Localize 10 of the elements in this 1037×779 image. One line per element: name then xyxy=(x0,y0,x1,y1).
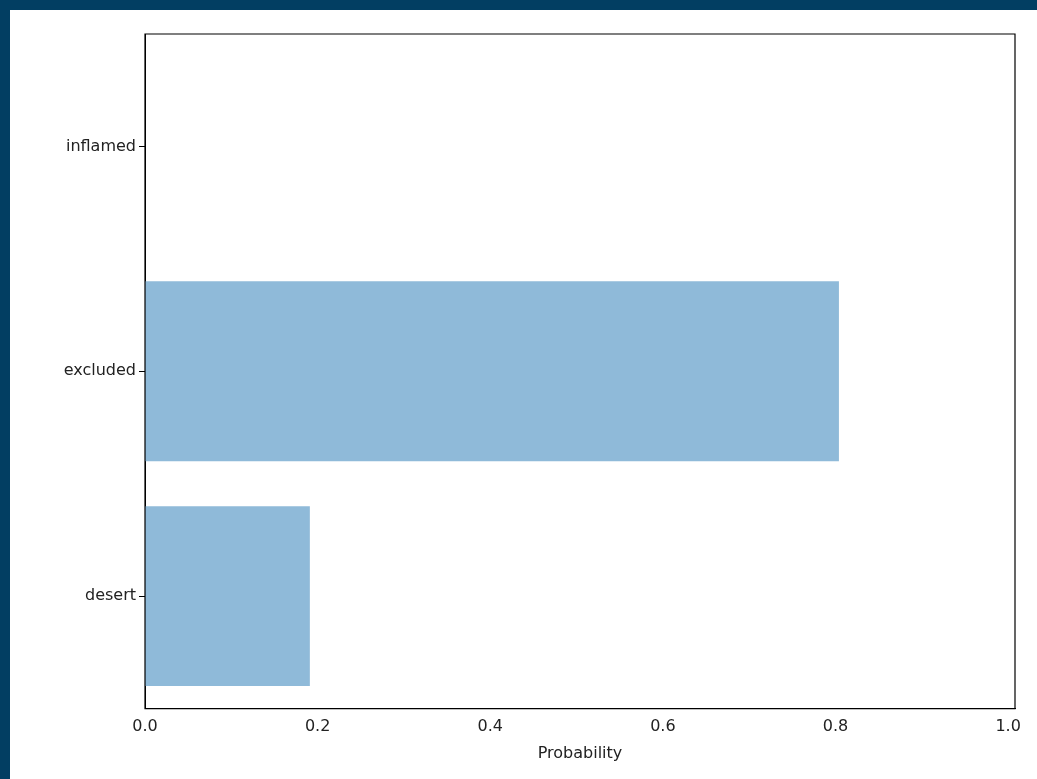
x-tick-label: 0.2 xyxy=(304,716,331,736)
y-tick-label: desert xyxy=(84,585,136,605)
x-tick-label: 0.8 xyxy=(822,716,849,736)
x-tick-label: 0.4 xyxy=(477,716,503,736)
x-axis-title: Probability xyxy=(537,742,623,762)
x-tick-label: 0.0 xyxy=(132,716,158,736)
x-tick-label: 1.0 xyxy=(995,716,1021,736)
y-tick-label: excluded xyxy=(63,360,136,380)
y-tick-label: inflamed xyxy=(65,135,136,155)
x-tick-label: 0.6 xyxy=(650,716,676,736)
